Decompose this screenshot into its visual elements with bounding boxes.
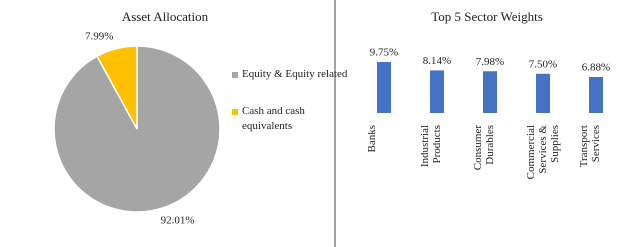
bar — [430, 70, 444, 113]
data-label: 8.14% — [423, 55, 451, 67]
x-tick-label: Banks — [366, 125, 378, 153]
data-label: 7.50% — [529, 58, 557, 70]
x-tick-label: Consumer Durables — [472, 125, 496, 171]
legend-label: Equity & Equity related — [242, 68, 348, 80]
bar — [483, 71, 497, 113]
data-label: 7.98% — [476, 56, 504, 68]
bar-title: Top 5 Sector Weights — [431, 9, 543, 24]
data-label: 9.75% — [370, 47, 398, 59]
data-label: 6.88% — [582, 62, 610, 74]
pie-title: Asset Allocation — [122, 9, 209, 24]
pie-slice — [96, 45, 138, 130]
legend-swatch — [232, 72, 238, 78]
bar — [377, 62, 391, 113]
legend-swatch — [232, 109, 238, 115]
bar — [536, 73, 550, 113]
x-tick-label: Transport Services — [578, 125, 602, 168]
x-tick-label: Industrial Products — [419, 125, 443, 168]
legend-label: Cash and cash equivalents — [242, 105, 305, 132]
bar — [589, 77, 603, 113]
x-tick-label: Commercial Services & Supplies — [525, 125, 561, 180]
data-label: 7.99% — [85, 31, 113, 43]
data-label: 92.01% — [161, 215, 195, 227]
